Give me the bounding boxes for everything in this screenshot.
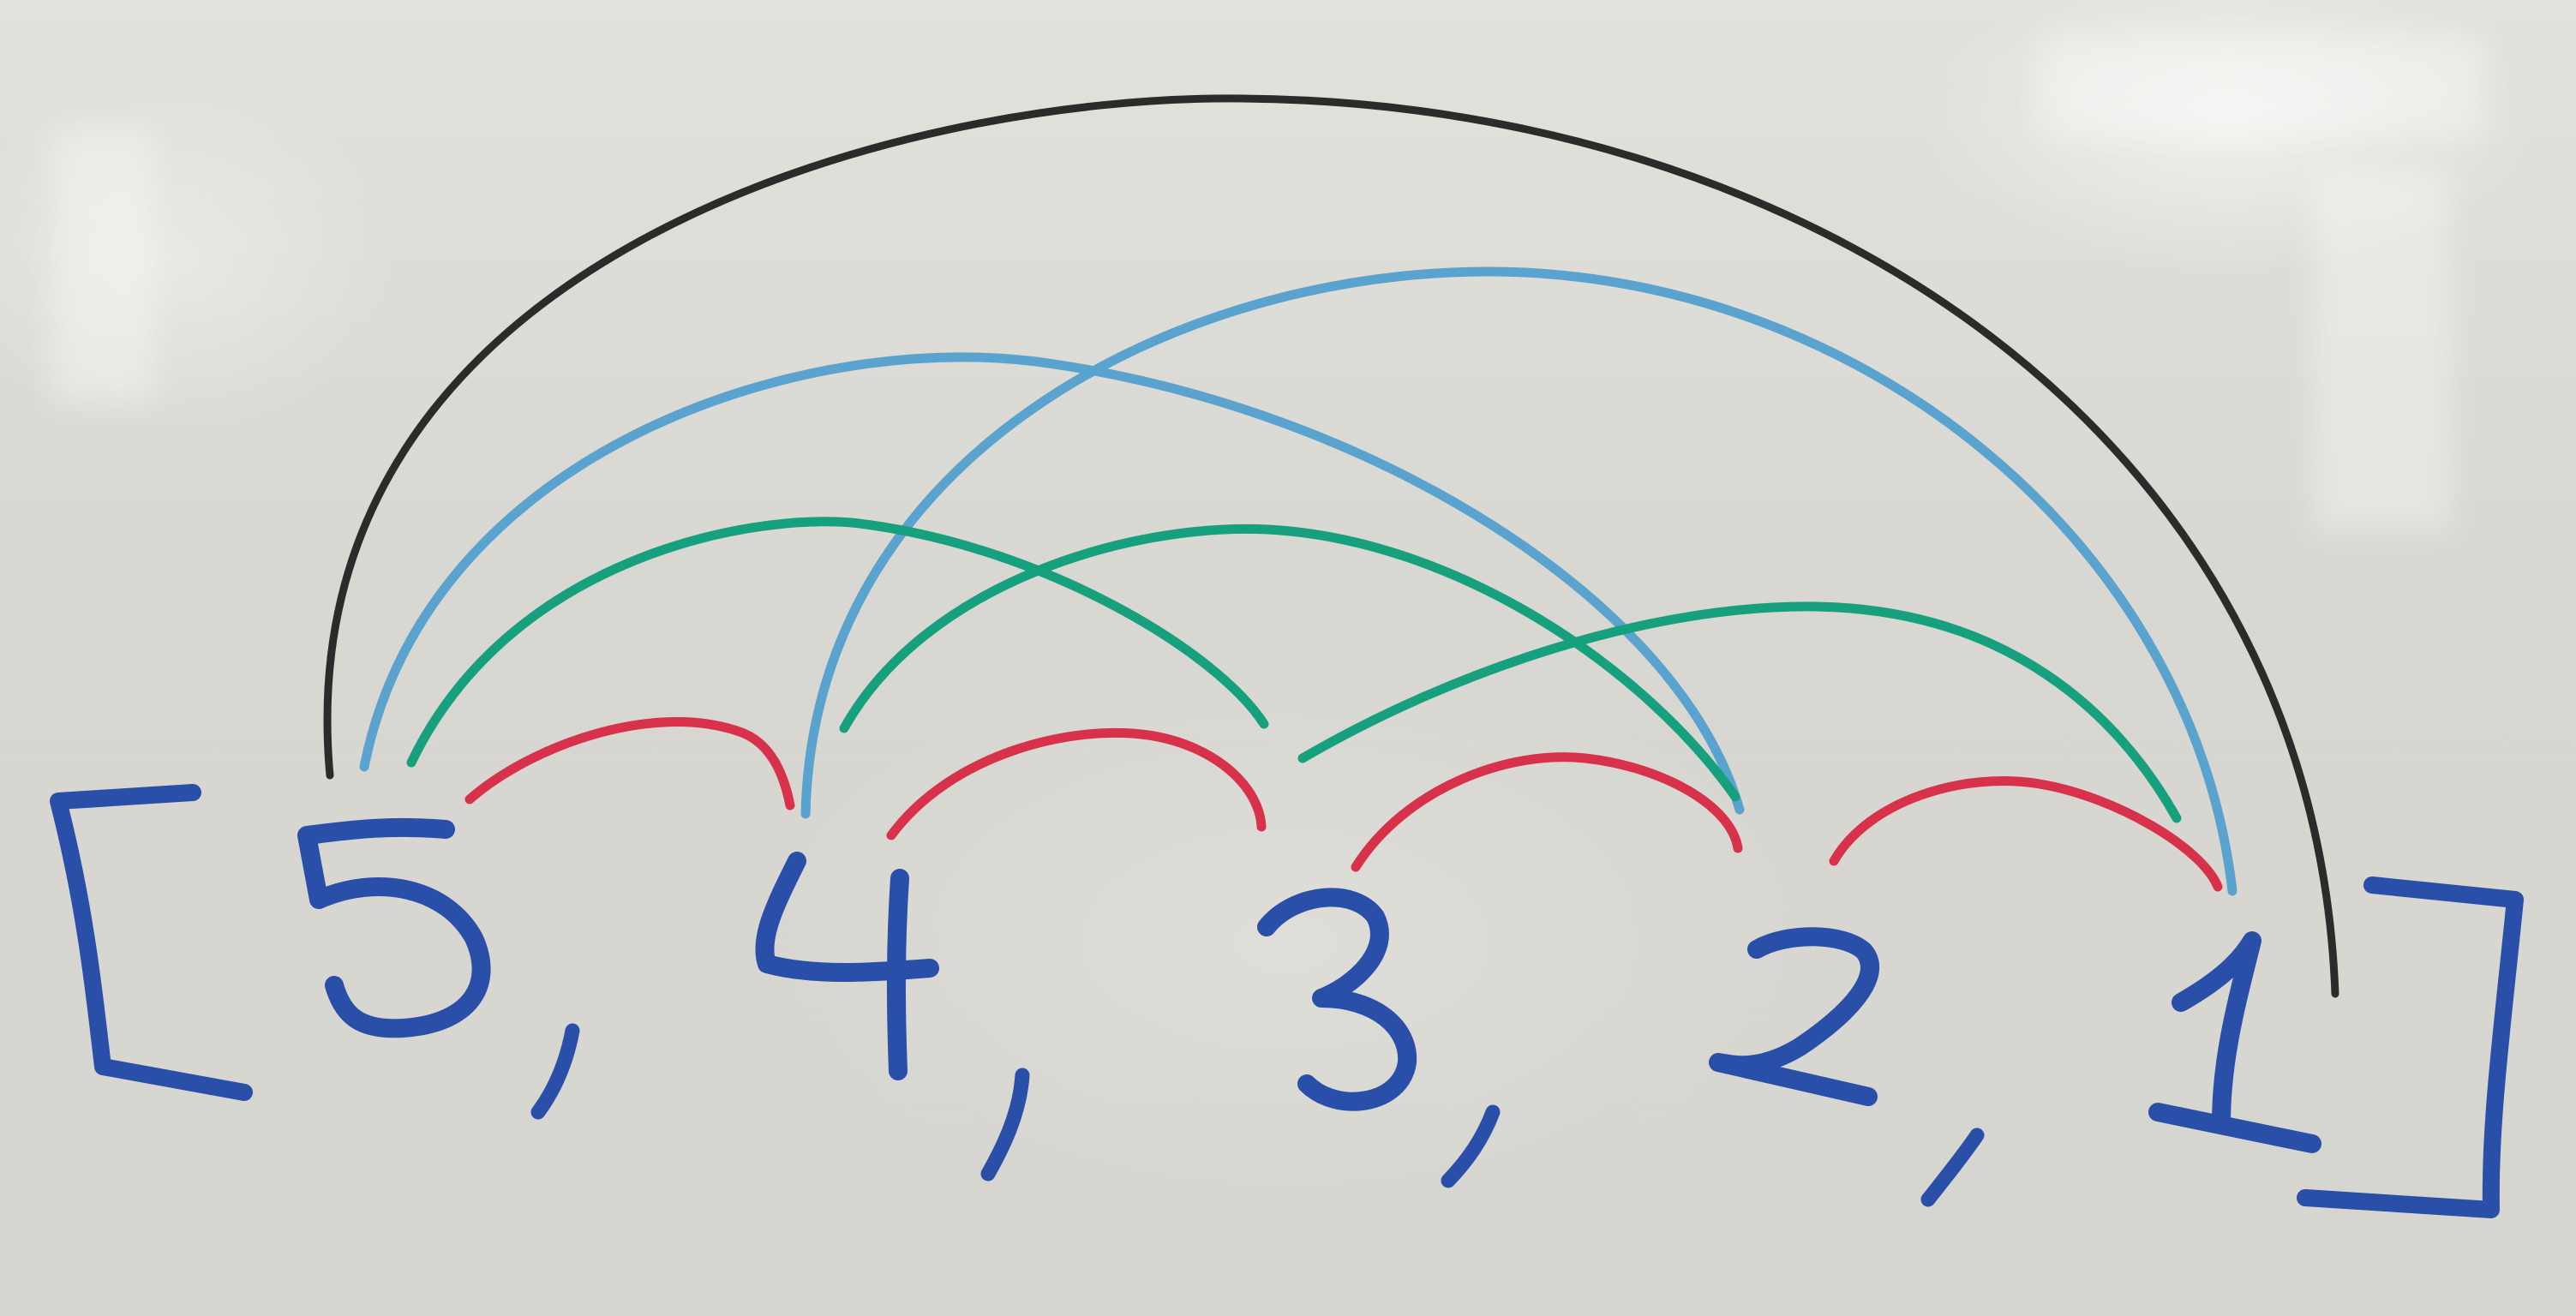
- array-element-4: 2: [1709, 927, 1879, 1106]
- arc-4-to-1: [800, 266, 2238, 896]
- comma-3: [1441, 1104, 1501, 1188]
- arcs-distance-4: [323, 94, 2339, 998]
- comma-2: [980, 1068, 1030, 1181]
- arc-5-to-2: [359, 352, 1745, 815]
- arc-5-to-4: [464, 717, 795, 811]
- digit-1-strokes: [2148, 931, 2321, 1153]
- comma-1: [530, 1023, 580, 1120]
- array-punctuation: [50, 784, 2524, 1218]
- arc-5-to-1: [323, 94, 2339, 998]
- arc-4-to-3: [886, 727, 1267, 840]
- digit-2-strokes: [1709, 927, 1879, 1106]
- arcs-distance-1: [464, 717, 2223, 892]
- glare-right: [2314, 171, 2451, 531]
- array-element-2: 4: [755, 852, 939, 1080]
- array-digits: 5 4 3 2 1: [297, 817, 2321, 1153]
- glare-top-right: [2040, 34, 2485, 137]
- array-element-1: 5: [297, 817, 491, 1038]
- arc-2-to-1: [1829, 776, 2223, 892]
- arc-3-to-2: [1351, 752, 1743, 872]
- left-bracket: [50, 784, 253, 1101]
- digit-3-strokes: [1257, 888, 1417, 1111]
- glare-left: [51, 129, 154, 403]
- digit-4-strokes: [755, 852, 939, 1080]
- array-element-3: 3: [1257, 888, 1417, 1111]
- arcs-distance-2: [406, 517, 2182, 823]
- comma-4: [1920, 1128, 1985, 1207]
- arc-3-to-1: [1297, 601, 2182, 823]
- arc-4-to-2: [839, 523, 1740, 802]
- arcs-distance-3: [359, 266, 2238, 896]
- array-element-5: 1: [2148, 931, 2321, 1153]
- right-bracket: [2297, 876, 2524, 1218]
- arc-5-to-3: [406, 517, 1269, 768]
- digit-5-strokes: [297, 817, 491, 1038]
